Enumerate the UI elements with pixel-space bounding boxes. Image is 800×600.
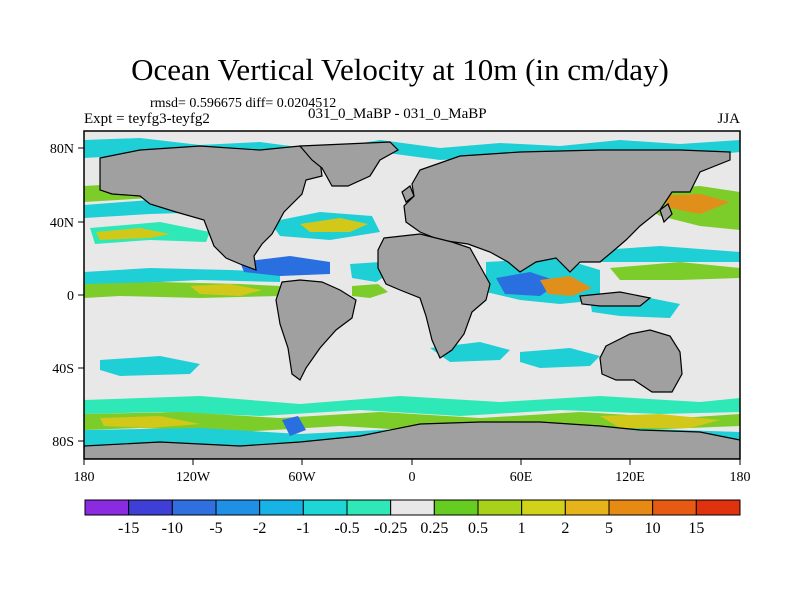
colorbar-swatch [128, 499, 173, 516]
colorbar-swatch [477, 499, 523, 516]
landmass-australia [599, 329, 683, 393]
colorbar-swatch [608, 499, 654, 516]
colorbar-label: 0.25 [420, 520, 448, 537]
lon-label-60e: 60E [510, 470, 533, 485]
colorbar: -15 -10 -5 -2 -1 -0.5 -0.25 0.25 0.5 1 2 5 10 15 [84, 499, 741, 537]
colorbar-label: 5 [605, 520, 613, 537]
colorbar-label: 10 [645, 520, 661, 537]
landmass-uk [401, 185, 415, 203]
colorbar-label: -0.5 [334, 520, 359, 537]
colorbar-swatch [433, 499, 479, 516]
land-masses [84, 141, 740, 459]
lon-label-180w: 180 [74, 470, 95, 485]
stats-line: rmsd= 0.596675 diff= 0.0204512 [150, 96, 337, 111]
lon-label-0: 0 [409, 470, 416, 485]
colorbar-swatch [171, 499, 217, 516]
colorbar-label: 15 [688, 520, 704, 537]
lon-label-120w: 120W [176, 470, 211, 485]
colorbar-swatch [302, 499, 348, 516]
colorbar-label: -2 [253, 520, 266, 537]
landmass-south-america [275, 279, 357, 381]
colorbar-swatch [652, 499, 697, 516]
lon-label-60w: 60W [288, 470, 316, 485]
lon-label-120e: 120E [615, 470, 645, 485]
lat-label-80n: 80N [50, 142, 74, 157]
lat-label-40n: 40N [50, 216, 74, 231]
comparison-label: 031_0_MaBP - 031_0_MaBP [308, 106, 487, 122]
landmass-indonesia [579, 291, 652, 307]
landmass-north-america [99, 145, 323, 271]
map-field [84, 131, 740, 459]
colorbar-label: 1 [518, 520, 526, 537]
colorbar-swatch [564, 499, 610, 516]
colorbar-label: -5 [209, 520, 222, 537]
colorbar-swatch [346, 499, 392, 516]
colorbar-label: -15 [118, 520, 139, 537]
landmass-japan [659, 203, 673, 224]
landmass-greenland [298, 141, 399, 187]
colorbar-label: 0.5 [468, 520, 488, 537]
colorbar-swatch [695, 499, 741, 516]
colorbar-swatch [390, 499, 435, 516]
colorbar-swatch [521, 499, 566, 516]
season-label: JJA [717, 111, 740, 127]
map-title: Ocean Vertical Velocity at 10m (in cm/da… [131, 52, 669, 87]
colorbar-label: 2 [561, 520, 569, 537]
lon-axis: 180 120W 60W 0 60E 120E 180 [74, 459, 751, 485]
colorbar-swatch [215, 499, 261, 516]
lon-label-180e: 180 [730, 470, 751, 485]
colorbar-swatch [259, 499, 304, 516]
lat-label-40s: 40S [52, 362, 74, 377]
colorbar-swatch [84, 499, 130, 516]
landmass-eurasia [403, 149, 731, 273]
colorbar-label: -10 [162, 520, 183, 537]
lat-label-0: 0 [67, 289, 74, 304]
experiment-label: Expt = teyfg3-teyfg2 [84, 111, 210, 127]
colorbar-label: -0.25 [374, 520, 407, 537]
landmass-africa [377, 233, 491, 359]
lat-label-80s: 80S [52, 435, 74, 450]
lat-axis: 80N 40N 0 40S 80S [50, 142, 84, 450]
colorbar-label: -1 [297, 520, 310, 537]
landmass-antarctica [84, 421, 740, 459]
